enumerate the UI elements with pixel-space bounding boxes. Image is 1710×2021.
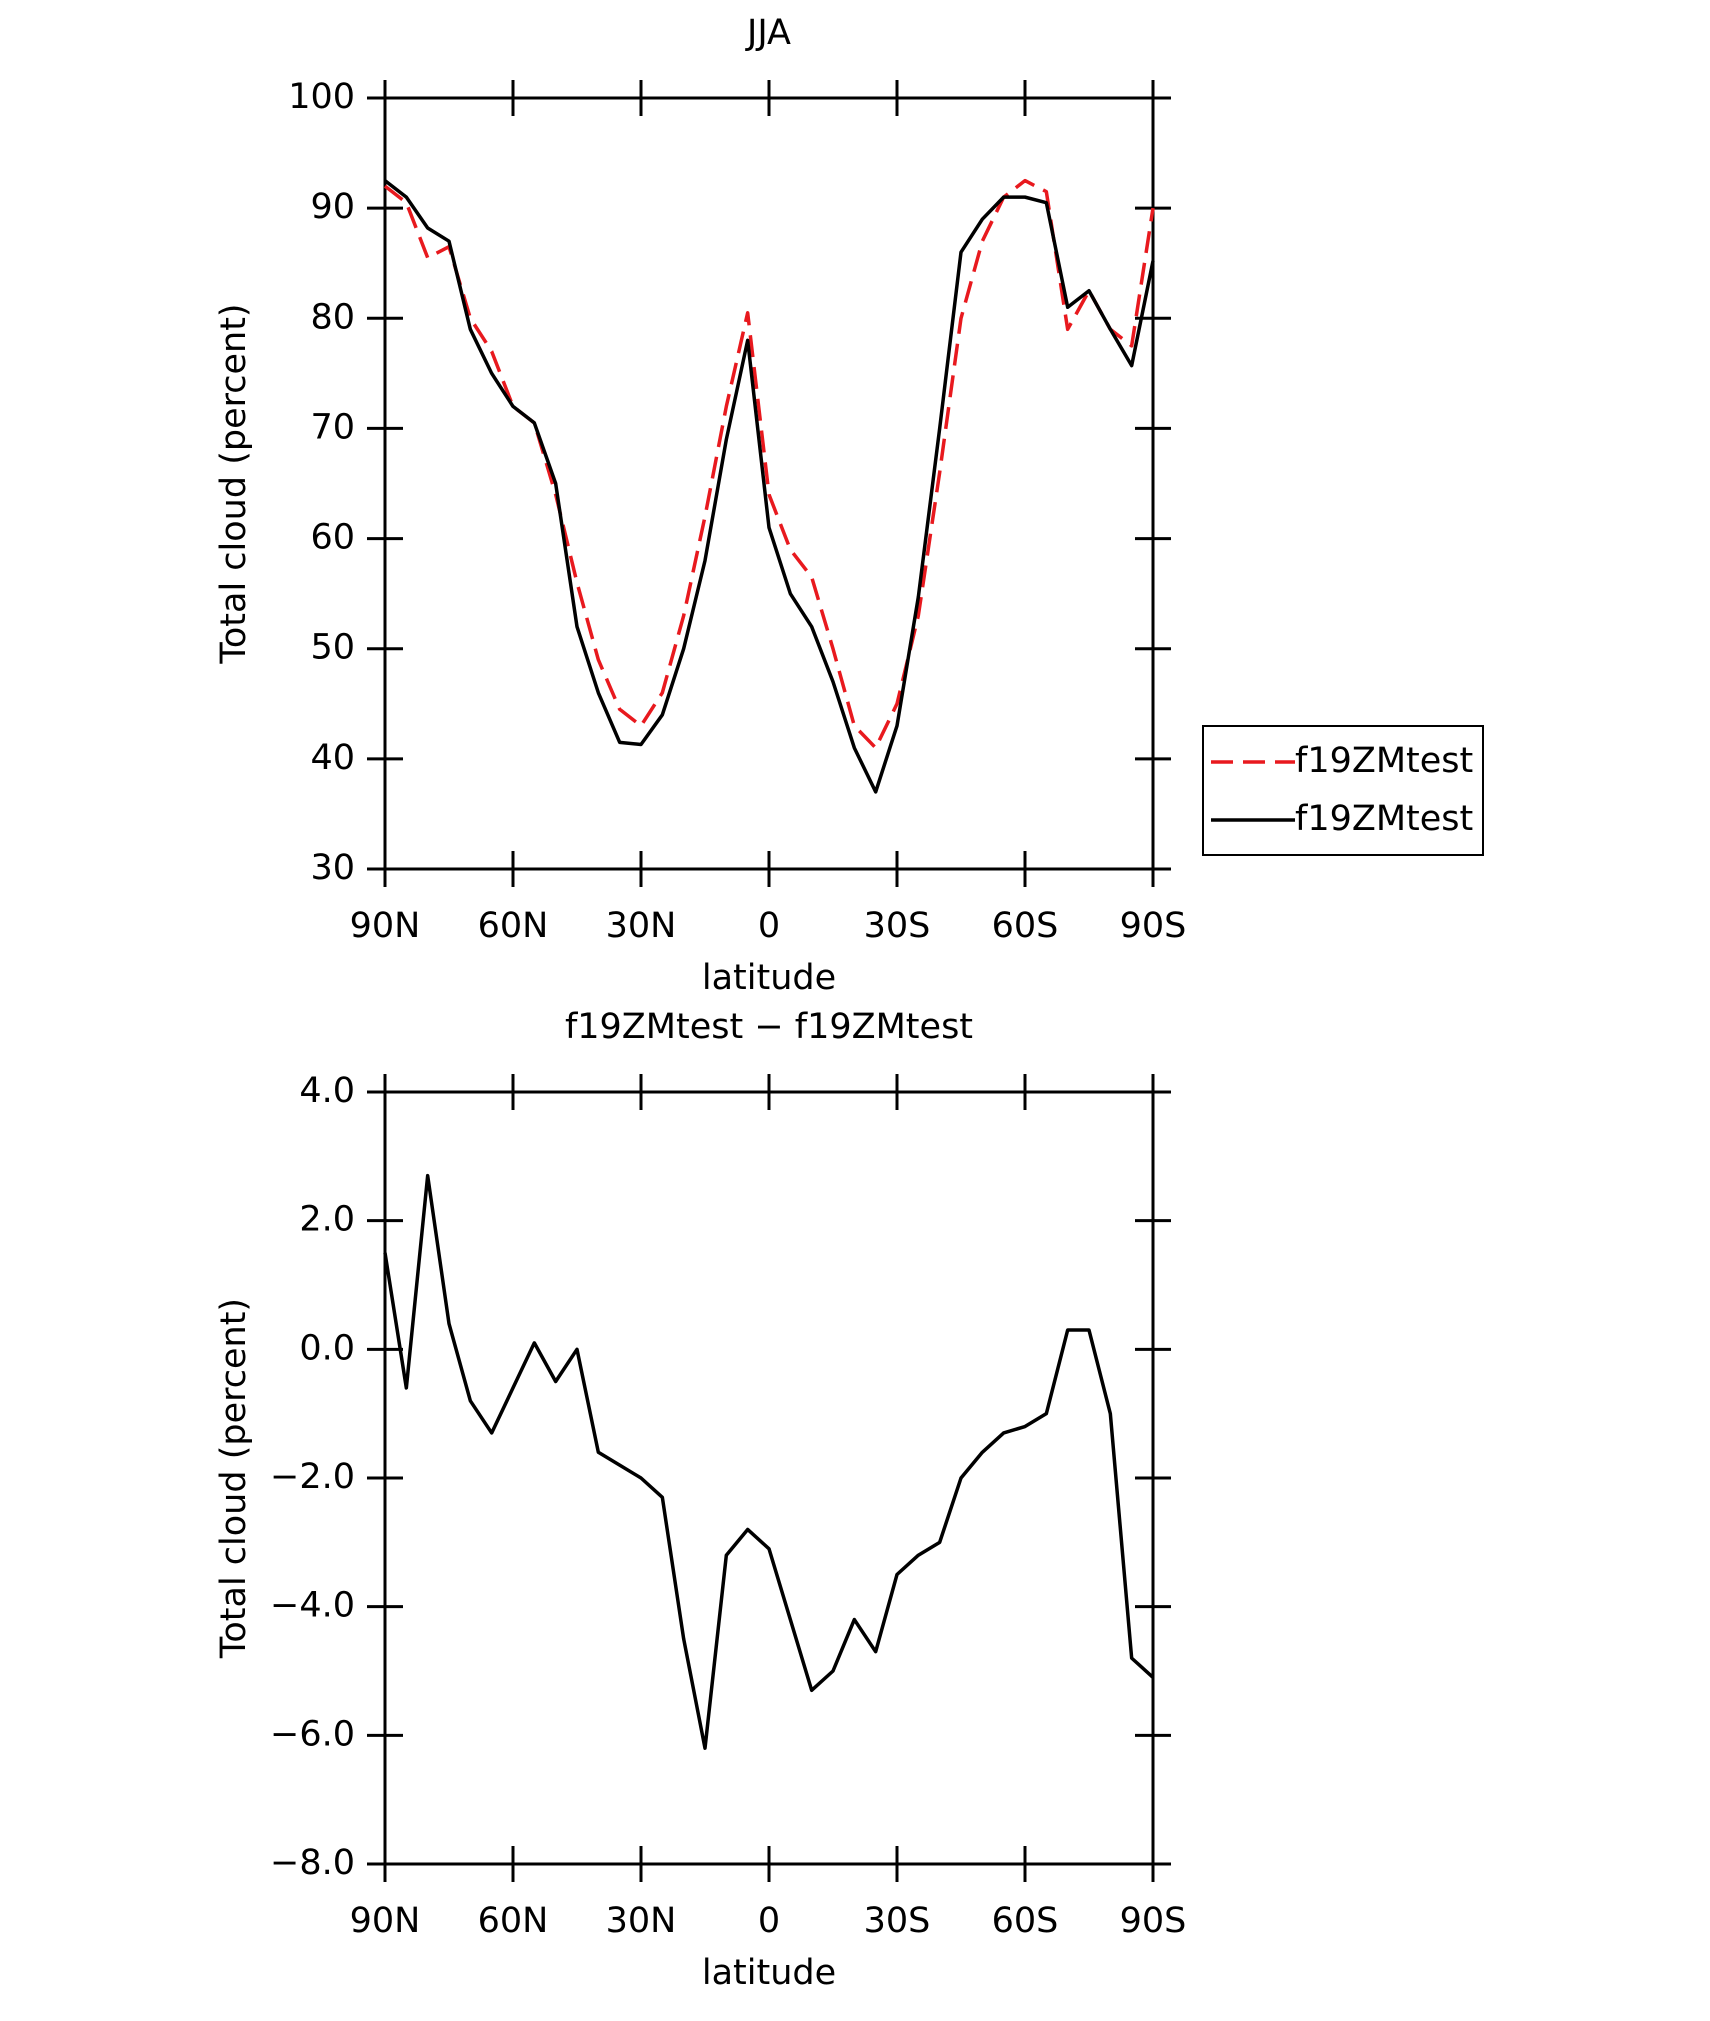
plot-frame (383, 96, 1155, 871)
x-tick-label: 60N (478, 906, 549, 946)
y-tick-label: 100 (288, 77, 355, 117)
chart-title: JJA (745, 13, 791, 53)
x-axis-label: latitude (702, 958, 836, 998)
x-tick-label: 90N (350, 906, 421, 946)
x-tick-label: 0 (758, 906, 780, 946)
x-tick-label: 90S (1120, 1901, 1187, 1941)
y-tick-label: 0.0 (299, 1328, 355, 1368)
y-axis-label: Total cloud (percent) (214, 303, 254, 664)
y-tick-label: 50 (310, 628, 355, 668)
x-tick-label: 60N (478, 1901, 549, 1941)
x-axis-label: latitude (702, 1953, 836, 1993)
x-tick-label: 60S (992, 906, 1059, 946)
y-tick-label: 80 (310, 297, 355, 337)
y-tick-label: −2.0 (270, 1457, 355, 1497)
x-tick-label: 90N (350, 1901, 421, 1941)
chart-title: f19ZMtest − f19ZMtest (565, 1007, 973, 1047)
y-tick-label: 70 (310, 407, 355, 447)
y-tick-label: 4.0 (299, 1071, 355, 1111)
x-tick-label: 30N (606, 906, 677, 946)
x-tick-label: 30S (864, 906, 931, 946)
y-tick-label: −6.0 (270, 1714, 355, 1754)
y-axis-label: Total cloud (percent) (214, 1298, 254, 1659)
data-line (383, 179, 1155, 794)
y-tick-label: −8.0 (270, 1843, 355, 1883)
x-tick-label: 30S (864, 1901, 931, 1941)
x-tick-label: 90S (1120, 906, 1187, 946)
y-tick-label: 60 (310, 518, 355, 558)
data-line (383, 178, 1155, 750)
y-tick-label: −4.0 (270, 1586, 355, 1626)
plot-frame (383, 1090, 1155, 1866)
x-tick-label: 60S (992, 1901, 1059, 1941)
y-tick-label: 30 (310, 848, 355, 888)
y-tick-label: 90 (310, 187, 355, 227)
data-line (383, 1173, 1155, 1750)
legend-label: f19ZMtest (1295, 741, 1473, 781)
x-tick-label: 30N (606, 1901, 677, 1941)
y-tick-label: 40 (310, 738, 355, 778)
legend-label: f19ZMtest (1295, 799, 1473, 839)
y-tick-label: 2.0 (299, 1200, 355, 1240)
legend-box (1202, 725, 1484, 856)
x-tick-label: 0 (758, 1901, 780, 1941)
